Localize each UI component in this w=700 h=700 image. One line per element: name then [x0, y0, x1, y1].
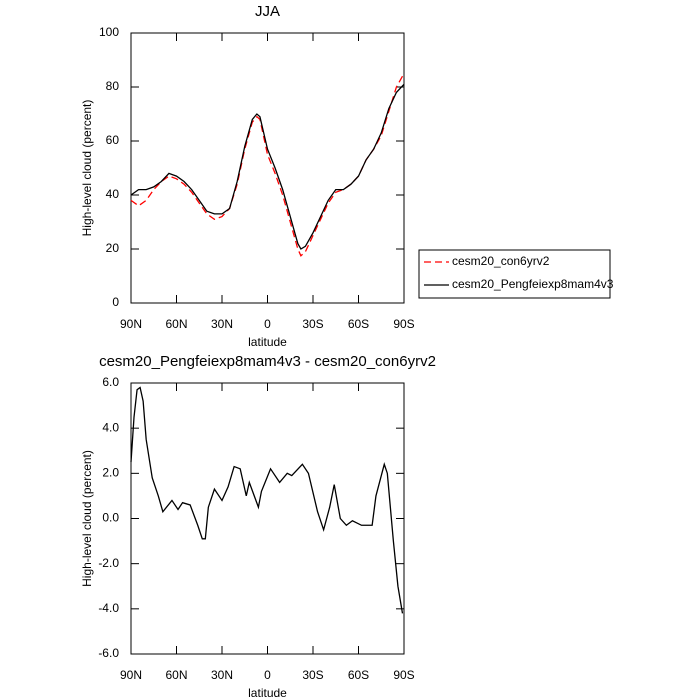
x-tick-label: 30S — [302, 317, 323, 331]
y-tick-label: 80 — [106, 79, 120, 93]
legend-box — [418, 249, 611, 299]
plot-frame — [130, 32, 405, 304]
x-tick-label: 30S — [302, 668, 323, 682]
y-tick-label: 2.0 — [102, 466, 119, 480]
plot-frame — [130, 382, 405, 655]
y-tick-label: 60 — [106, 133, 120, 147]
x-tick-label: 60N — [165, 668, 187, 682]
x-tick-label: 0 — [264, 317, 271, 331]
x-tick-label: 30N — [211, 668, 233, 682]
y-axis-label: High-level cloud (percent) — [80, 450, 94, 587]
y-tick-label: 100 — [99, 25, 119, 39]
y-tick-label: -6.0 — [98, 646, 119, 660]
x-axis-label: latitude — [248, 335, 287, 349]
data-line — [130, 386, 404, 614]
data-line — [130, 73, 405, 257]
legend-label: cesm20_Pengfeiexp8mam4v3 — [452, 277, 614, 291]
y-tick-label: 4.0 — [102, 420, 119, 434]
y-tick-label: 6.0 — [102, 375, 119, 389]
x-tick-label: 60N — [165, 317, 187, 331]
data-line — [130, 83, 405, 250]
y-axis-label: High-level cloud (percent) — [80, 100, 94, 237]
x-tick-label: 90S — [393, 668, 414, 682]
x-tick-label: 30N — [211, 317, 233, 331]
x-tick-label: 60S — [348, 668, 369, 682]
x-axis-label: latitude — [248, 686, 287, 700]
y-tick-label: -4.0 — [98, 601, 119, 615]
chart-title: JJA — [255, 3, 280, 20]
y-tick-label: 0.0 — [102, 511, 119, 525]
x-tick-label: 90N — [120, 668, 142, 682]
x-tick-label: 90S — [393, 317, 414, 331]
y-tick-label: -2.0 — [98, 556, 119, 570]
y-tick-label: 40 — [106, 187, 120, 201]
x-tick-label: 0 — [264, 668, 271, 682]
chart-title: cesm20_Pengfeiexp8mam4v3 - cesm20_con6yr… — [99, 353, 436, 370]
x-tick-label: 60S — [348, 317, 369, 331]
y-tick-label: 20 — [106, 241, 120, 255]
legend-label: cesm20_con6yrv2 — [452, 254, 550, 268]
y-tick-label: 0 — [112, 295, 119, 309]
x-tick-label: 90N — [120, 317, 142, 331]
